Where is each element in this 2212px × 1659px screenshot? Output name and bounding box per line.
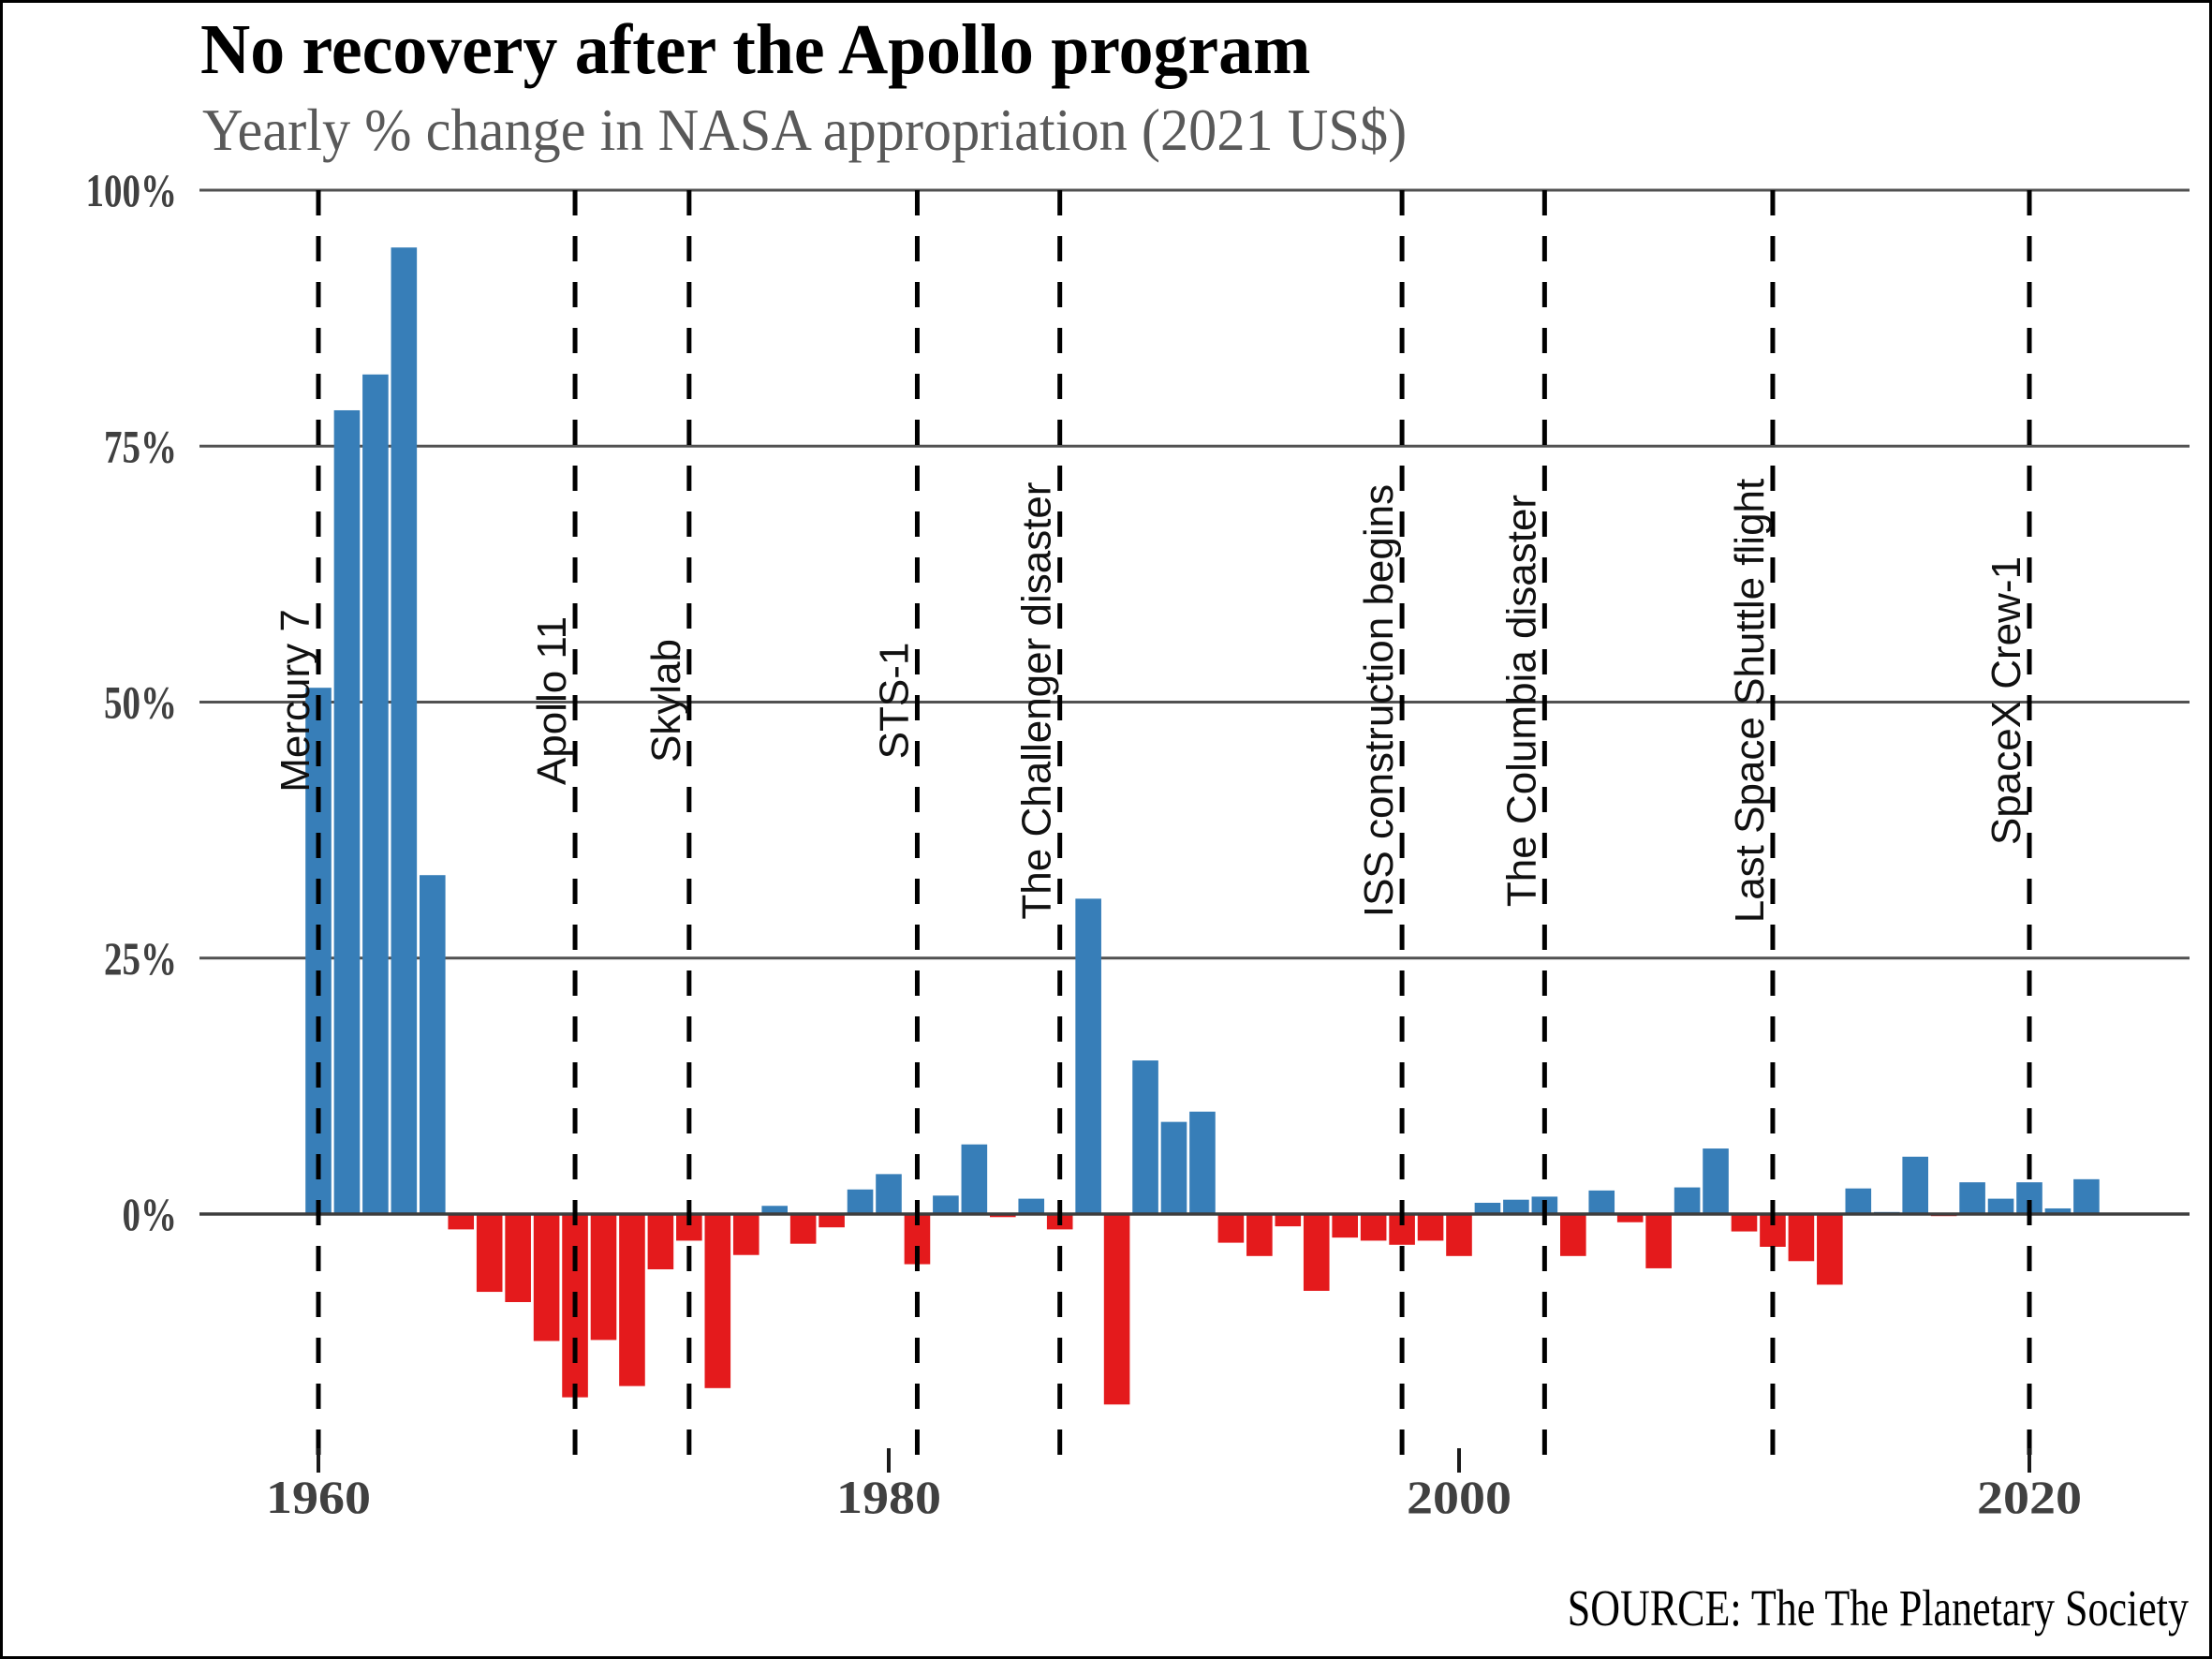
bar-1995 [1303,1214,1330,1291]
y-tick-label-25%: 25% [104,932,177,985]
bar-2022 [2073,1178,2100,1214]
bar-1982 [933,1195,959,1214]
bar-2000 [1446,1214,1472,1256]
bar-1994 [1275,1214,1302,1227]
bar-2008 [1674,1187,1701,1214]
bar-1993 [1246,1214,1273,1256]
bar-1983 [961,1144,988,1214]
chart-title: No recovery after the Apollo program [200,10,1311,89]
bar-2001 [1474,1202,1501,1214]
bar-1985 [1018,1198,1045,1214]
bar-1988 [1103,1214,1130,1405]
bar-1978 [818,1214,845,1228]
y-tick-label-75%: 75% [104,420,177,472]
bar-2021 [2044,1207,2072,1214]
event-label-1960: Mercury 7 [273,609,318,792]
event-label-1986: The Challenger disaster [1014,481,1060,919]
bar-1990 [1160,1121,1187,1214]
bar-1962 [362,374,389,1214]
bar-1975 [732,1214,759,1255]
event-label-2011: Last Space Shuttle flight [1727,479,1773,924]
source-credit: SOURCE: The The Planetary Society [1567,1579,2189,1637]
bar-1987 [1075,898,1101,1214]
bar-2010 [1731,1214,1758,1232]
bar-1989 [1132,1060,1158,1214]
bar-1999 [1417,1214,1444,1241]
x-tick-label-1960: 1960 [266,1471,371,1523]
bar-1964 [420,875,446,1214]
bar-1991 [1189,1111,1216,1214]
event-label-2003: The Columbia disaster [1498,495,1544,907]
event-label-1998: ISS construction begins [1356,484,1402,917]
bar-1970 [590,1214,617,1341]
event-label-1969: Apollo 11 [529,616,575,785]
bar-1961 [333,409,361,1214]
bar-2002 [1503,1199,1529,1214]
bar-2014 [1845,1188,1872,1214]
bar-1965 [448,1214,475,1230]
y-tick-label-100%: 100% [86,164,178,216]
x-tick-label-2000: 2000 [1407,1471,1512,1523]
y-tick-label-50%: 50% [104,676,177,729]
bar-1996 [1332,1214,1358,1238]
bar-2013 [1817,1214,1843,1285]
bar-1968 [533,1214,560,1341]
bar-2016 [1902,1156,1928,1214]
bar-1972 [647,1214,674,1270]
x-tick-label-2020: 2020 [1977,1471,2082,1523]
event-label-1973: Skylab [643,639,689,763]
bar-1992 [1217,1214,1245,1243]
bar-2009 [1703,1148,1729,1214]
event-label-1981: STS-1 [871,643,917,760]
bar-2019 [1987,1198,2014,1214]
bar-1966 [476,1214,503,1293]
y-tick-label-0%: 0% [123,1188,178,1240]
bar-1976 [761,1206,788,1214]
bar-2006 [1616,1214,1644,1222]
bar-1974 [704,1214,731,1388]
bar-2004 [1560,1214,1586,1256]
bar-1980 [876,1174,902,1214]
bar-2007 [1645,1214,1672,1268]
bar-2005 [1588,1190,1615,1214]
bar-2018 [1959,1182,1985,1214]
bar-1963 [391,247,418,1214]
bar-1971 [619,1214,645,1386]
bar-1997 [1360,1214,1387,1241]
bar-1979 [847,1189,874,1214]
bar-1977 [789,1214,817,1244]
chart-subtitle: Yearly % change in NASA appropriation (2… [202,96,1408,163]
x-tick-label-1980: 1980 [836,1471,941,1523]
event-label-2020: SpaceX Crew-1 [1983,556,2029,845]
bar-1967 [505,1214,531,1302]
bar-2012 [1788,1214,1815,1262]
